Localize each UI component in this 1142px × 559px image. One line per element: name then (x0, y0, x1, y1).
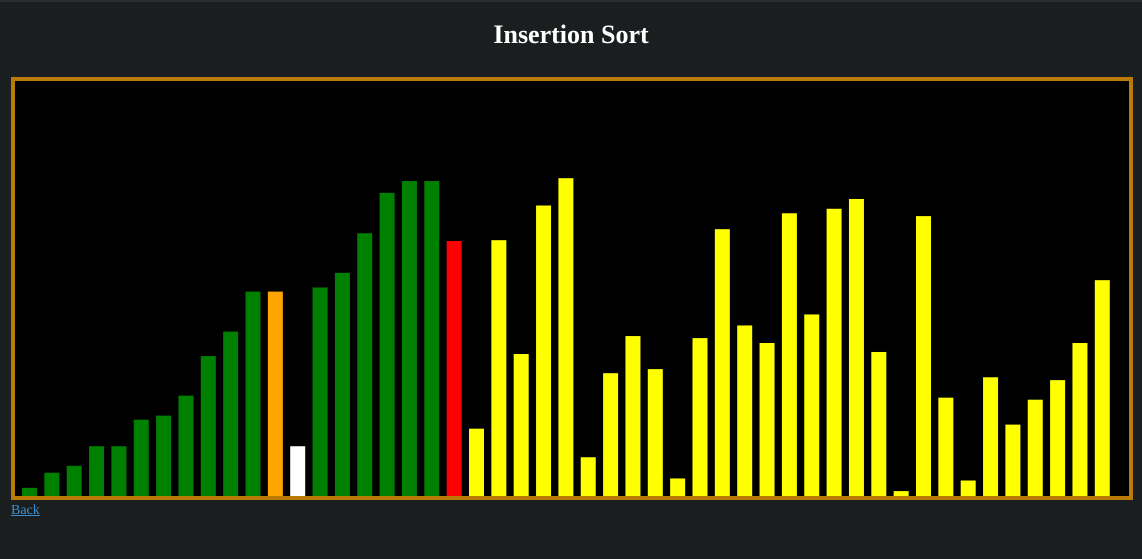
bar-sorted (334, 272, 350, 496)
bar-sorted (200, 356, 216, 496)
bar-unsorted (1027, 399, 1043, 496)
bar-unsorted (714, 229, 730, 496)
bar-sorted (133, 419, 149, 496)
bar-unsorted (1094, 280, 1110, 496)
bar-unsorted (759, 343, 775, 496)
sort-visualization-canvas (11, 77, 1133, 500)
bar-sorted (401, 181, 417, 496)
bar-unsorted (781, 213, 797, 496)
bar-unsorted (625, 336, 641, 496)
bar-unsorted (647, 369, 663, 496)
bar-key (290, 446, 306, 496)
bar-unsorted (1005, 424, 1021, 496)
bar-sorted (379, 192, 395, 496)
bar-sorted (424, 181, 440, 496)
bar-unsorted (737, 325, 753, 496)
bar-sorted (89, 446, 105, 496)
bar-unsorted (916, 216, 931, 496)
bar-sorted (245, 291, 261, 496)
bar-unsorted (804, 314, 820, 496)
bar-compare (267, 291, 283, 496)
bar-unsorted (469, 428, 484, 496)
bar-unsorted (603, 373, 619, 496)
top-divider (0, 0, 1142, 2)
bar-sorted (66, 465, 82, 496)
bar-unsorted (513, 354, 529, 496)
bar-unsorted (580, 457, 596, 496)
bar-sorted (111, 446, 127, 496)
bar-sorted (44, 472, 60, 496)
bar-sorted (22, 487, 37, 496)
bar-sorted (312, 287, 328, 496)
bar-sorted (178, 395, 194, 496)
bar-sorted (357, 233, 373, 496)
bar-unsorted (670, 478, 686, 496)
bar-unsorted (692, 338, 708, 496)
bar-unsorted (826, 208, 842, 496)
bar-unsorted (491, 240, 507, 496)
bar-unsorted (960, 480, 976, 496)
bar-unsorted (558, 178, 574, 496)
bar-sorted (156, 415, 172, 496)
bar-chart (22, 178, 1110, 496)
bar-unsorted (938, 397, 954, 496)
bar-unsorted (848, 198, 864, 496)
bar-unsorted (536, 205, 552, 496)
bar-unsorted (871, 351, 887, 496)
bar-unsorted (983, 377, 999, 496)
bar-unsorted (1050, 380, 1066, 496)
back-link[interactable]: Back (11, 503, 40, 518)
bar-unsorted (893, 491, 909, 496)
bar-current (446, 241, 462, 496)
page-title: Insertion Sort (493, 20, 649, 49)
bar-unsorted (1072, 343, 1088, 496)
bar-sorted (223, 331, 239, 496)
